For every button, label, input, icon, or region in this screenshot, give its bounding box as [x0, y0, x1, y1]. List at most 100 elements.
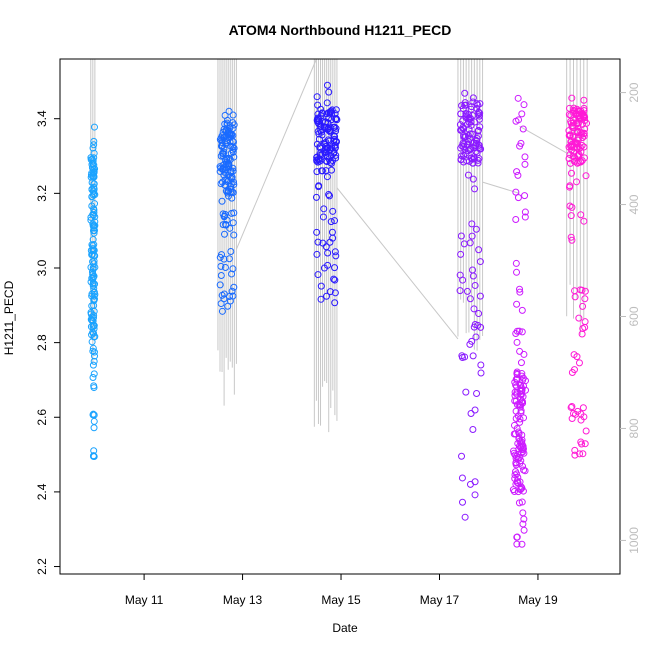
- data-point: [513, 338, 521, 346]
- data-point: [469, 94, 477, 102]
- data-point: [230, 144, 238, 152]
- data-point: [91, 213, 99, 221]
- data-point: [477, 369, 485, 377]
- secondary-y-tick-label: 200: [627, 82, 641, 102]
- data-point: [567, 403, 575, 411]
- data-point: [87, 156, 95, 164]
- x-tick-label: May 19: [518, 593, 558, 607]
- data-point: [571, 157, 579, 165]
- data-point: [227, 185, 235, 193]
- data-point: [229, 111, 237, 119]
- data-point: [314, 114, 322, 122]
- y-tick-label: 2.4: [35, 483, 49, 500]
- data-point: [517, 409, 525, 417]
- data-point: [227, 188, 235, 196]
- data-point: [470, 305, 478, 313]
- data-point: [568, 368, 576, 376]
- data-point: [469, 175, 477, 183]
- data-point: [520, 526, 528, 534]
- data-point: [221, 111, 229, 119]
- data-point: [521, 213, 529, 221]
- data-point: [511, 392, 519, 400]
- data-point: [573, 128, 581, 136]
- data-point: [518, 498, 526, 506]
- data-point: [513, 533, 521, 541]
- data-point: [462, 388, 470, 396]
- y-tick-label: 2.8: [35, 334, 49, 351]
- data-point: [518, 110, 526, 118]
- secondary-y-tick-label: 400: [627, 194, 641, 214]
- x-axis-label: Date: [332, 621, 358, 635]
- data-point: [474, 159, 482, 167]
- data-point: [471, 406, 479, 414]
- data-point: [518, 328, 526, 336]
- data-point: [230, 283, 238, 291]
- data-point: [466, 239, 474, 247]
- data-point: [225, 107, 233, 115]
- data-point: [313, 157, 321, 165]
- data-point: [520, 466, 528, 474]
- data-point: [314, 101, 322, 109]
- data-point: [578, 157, 586, 165]
- data-point: [573, 144, 581, 152]
- data-point: [218, 307, 226, 315]
- data-point: [577, 211, 585, 219]
- data-point: [473, 137, 481, 145]
- data-point: [220, 213, 228, 221]
- x-tick-label: May 13: [223, 593, 263, 607]
- data-point: [90, 165, 98, 173]
- data-point: [313, 93, 321, 101]
- data-points: [87, 81, 591, 548]
- data-point: [513, 540, 521, 548]
- data-point: [224, 302, 232, 310]
- data-point: [513, 390, 521, 398]
- data-point: [90, 260, 98, 268]
- data-point: [323, 81, 331, 89]
- data-point: [516, 142, 524, 150]
- data-point: [230, 231, 238, 239]
- data-point: [578, 129, 586, 137]
- data-point: [513, 401, 521, 409]
- data-point: [510, 487, 518, 495]
- data-point: [87, 213, 95, 221]
- data-point: [516, 288, 524, 296]
- data-point: [91, 352, 99, 360]
- data-point: [514, 439, 522, 447]
- data-point: [468, 220, 476, 228]
- plot-frame: [59, 58, 621, 575]
- data-point: [314, 238, 322, 246]
- data-point: [221, 169, 229, 177]
- data-point: [566, 151, 574, 159]
- transit-line: [235, 58, 317, 250]
- data-point: [521, 208, 529, 216]
- data-point: [329, 207, 337, 215]
- data-point: [331, 248, 339, 256]
- data-point: [512, 329, 520, 337]
- data-point: [323, 292, 331, 300]
- data-point: [220, 295, 228, 303]
- data-point: [519, 509, 527, 517]
- data-point: [566, 202, 574, 210]
- data-point: [216, 253, 224, 261]
- data-point: [90, 288, 98, 296]
- data-point: [469, 98, 477, 106]
- data-point: [221, 264, 229, 272]
- y-tick-label: 2.6: [35, 409, 49, 426]
- data-point: [575, 359, 583, 367]
- data-point: [568, 146, 576, 154]
- chart-title: ATOM4 Northbound H1211_PECD: [229, 22, 452, 38]
- data-point: [88, 302, 96, 310]
- secondary-y-tick-label: 600: [627, 306, 641, 326]
- data-point: [516, 347, 524, 355]
- data-point: [90, 452, 98, 460]
- data-point: [513, 300, 521, 308]
- data-point: [217, 272, 225, 280]
- data-point: [463, 287, 471, 295]
- data-point: [89, 328, 97, 336]
- data-point: [327, 107, 335, 115]
- secondary-y-tick-label: 800: [627, 418, 641, 438]
- data-point: [475, 126, 483, 134]
- data-point: [471, 118, 479, 126]
- data-point: [575, 150, 583, 158]
